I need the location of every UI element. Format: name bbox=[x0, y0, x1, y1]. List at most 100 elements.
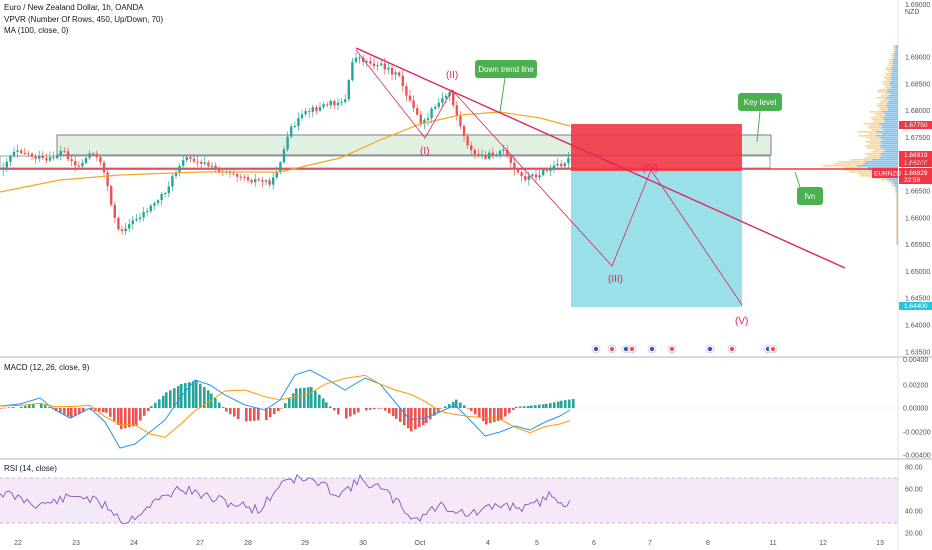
volume-profile-bar-up bbox=[895, 207, 897, 209]
volume-profile-bar-down bbox=[879, 153, 898, 155]
macd-histogram-bar bbox=[444, 406, 447, 408]
volume-profile-bar-down bbox=[896, 231, 898, 233]
candle-body bbox=[279, 162, 282, 173]
volume-profile-bar-up bbox=[896, 241, 897, 243]
macd-histogram-bar bbox=[55, 408, 58, 411]
macd-histogram-bar bbox=[373, 408, 376, 410]
time-tick-label: Oct bbox=[415, 540, 426, 547]
volume-profile-bar-up bbox=[896, 243, 897, 245]
macd-histogram-bar bbox=[173, 388, 176, 408]
macd-histogram-bar bbox=[545, 403, 548, 408]
macd-histogram-bar bbox=[44, 405, 47, 408]
candle-body bbox=[308, 111, 311, 113]
volume-profile-bar-down bbox=[887, 89, 898, 91]
volume-profile-bar-up bbox=[876, 97, 887, 99]
macd-histogram-bar bbox=[132, 408, 135, 427]
macd-histogram-bar bbox=[452, 401, 455, 408]
rsi-band bbox=[0, 478, 898, 523]
take-profit-zone bbox=[571, 171, 742, 307]
candle-body bbox=[304, 111, 307, 115]
volume-profile-bar-down bbox=[862, 163, 898, 165]
price-tick-label: 1.65500 bbox=[905, 242, 930, 249]
volume-profile-bar-down bbox=[879, 123, 898, 125]
candle-body bbox=[23, 152, 26, 154]
macd-tick-label: 0.00200 bbox=[903, 383, 928, 390]
volume-profile-bar-up bbox=[871, 129, 884, 131]
macd-histogram-bar bbox=[474, 408, 477, 415]
macd-histogram-bar bbox=[425, 408, 428, 423]
volume-profile-bar-down bbox=[896, 199, 898, 201]
volume-profile-bar-up bbox=[892, 47, 896, 49]
volume-profile-bar-down bbox=[882, 111, 898, 113]
macd-histogram-bar bbox=[154, 402, 157, 408]
candle-body bbox=[524, 176, 527, 180]
volume-profile-bar-up bbox=[860, 175, 878, 177]
macd-histogram-bar bbox=[557, 401, 560, 408]
macd-histogram-bar bbox=[233, 408, 236, 417]
candle-body bbox=[160, 194, 163, 201]
macd-histogram-bar bbox=[218, 402, 221, 408]
wave-i-label: (I) bbox=[420, 146, 429, 157]
volume-profile-bar-down bbox=[896, 225, 898, 227]
candle-body bbox=[70, 159, 73, 162]
candle-body bbox=[344, 99, 347, 103]
candle-body bbox=[444, 95, 448, 99]
candle-body bbox=[498, 150, 502, 155]
volume-profile-bar-up bbox=[895, 211, 897, 213]
candle-body bbox=[171, 176, 174, 187]
candle-body bbox=[117, 217, 120, 230]
volume-profile-bar-up bbox=[884, 85, 891, 87]
macd-histogram-bar bbox=[199, 383, 202, 408]
volume-profile-bar-down bbox=[880, 137, 898, 139]
volume-profile-bar-down bbox=[876, 135, 898, 137]
vpvr-legend[interactable]: VPVR (Number Of Rows, 450, Up/Down, 70) bbox=[4, 15, 164, 24]
candle-body bbox=[200, 161, 203, 164]
candle-body bbox=[56, 155, 59, 159]
volume-profile-bar-down bbox=[891, 69, 898, 71]
candle-body bbox=[369, 61, 372, 64]
macd-legend[interactable]: MACD (12, 26, close, 9) bbox=[4, 363, 90, 372]
macd-histogram-bar bbox=[120, 408, 123, 429]
volume-profile-bar-down bbox=[896, 229, 898, 231]
candle-body bbox=[264, 180, 268, 182]
volume-profile-bar-up bbox=[874, 113, 886, 115]
volume-profile-bar-down bbox=[887, 107, 898, 109]
macd-histogram-bar bbox=[177, 386, 180, 408]
volume-profile-bar-up bbox=[888, 63, 894, 65]
event-flag-dot bbox=[707, 346, 713, 352]
volume-profile-bar-up bbox=[895, 229, 897, 231]
volume-profile-bar-up bbox=[865, 145, 880, 147]
wave-ii-label: (II) bbox=[446, 70, 458, 81]
price-tick-label: 1.63500 bbox=[905, 349, 930, 356]
ma-legend[interactable]: MA (100, close, 0) bbox=[4, 26, 69, 35]
volume-profile-bar-down bbox=[892, 61, 898, 63]
volume-profile-bar-up bbox=[879, 101, 889, 103]
macd-histogram-bar bbox=[322, 398, 325, 408]
volume-profile-bar-down bbox=[879, 145, 898, 147]
candle-body bbox=[354, 57, 358, 62]
callout-key-level-pointer bbox=[756, 110, 761, 143]
candle-body bbox=[434, 106, 437, 109]
candle-body bbox=[12, 151, 16, 156]
candle-body bbox=[520, 172, 523, 177]
rsi-legend[interactable]: RSI (14, close) bbox=[4, 464, 57, 473]
candle-body bbox=[326, 104, 329, 106]
macd-histogram-bar bbox=[418, 408, 421, 428]
macd-histogram-bar bbox=[124, 408, 127, 429]
symbol-legend[interactable]: Euro / New Zealand Dollar, 1h, OANDA bbox=[4, 3, 144, 12]
countdown-text: 22:59 bbox=[904, 177, 921, 184]
candle-body bbox=[128, 224, 131, 229]
time-tick-label: 12 bbox=[819, 540, 827, 547]
volume-profile-bar-down bbox=[896, 241, 898, 243]
macd-histogram-bar bbox=[299, 388, 302, 408]
candle-body bbox=[106, 172, 109, 186]
volume-profile-bar-down bbox=[885, 113, 898, 115]
event-flag-dot bbox=[593, 346, 599, 352]
volume-profile-bar-up bbox=[879, 107, 888, 109]
macd-histogram-bar bbox=[467, 408, 470, 409]
candle-body bbox=[275, 172, 278, 178]
macd-histogram-bar bbox=[59, 408, 62, 413]
candle-body bbox=[77, 165, 80, 167]
volume-profile-bar-up bbox=[895, 217, 897, 219]
